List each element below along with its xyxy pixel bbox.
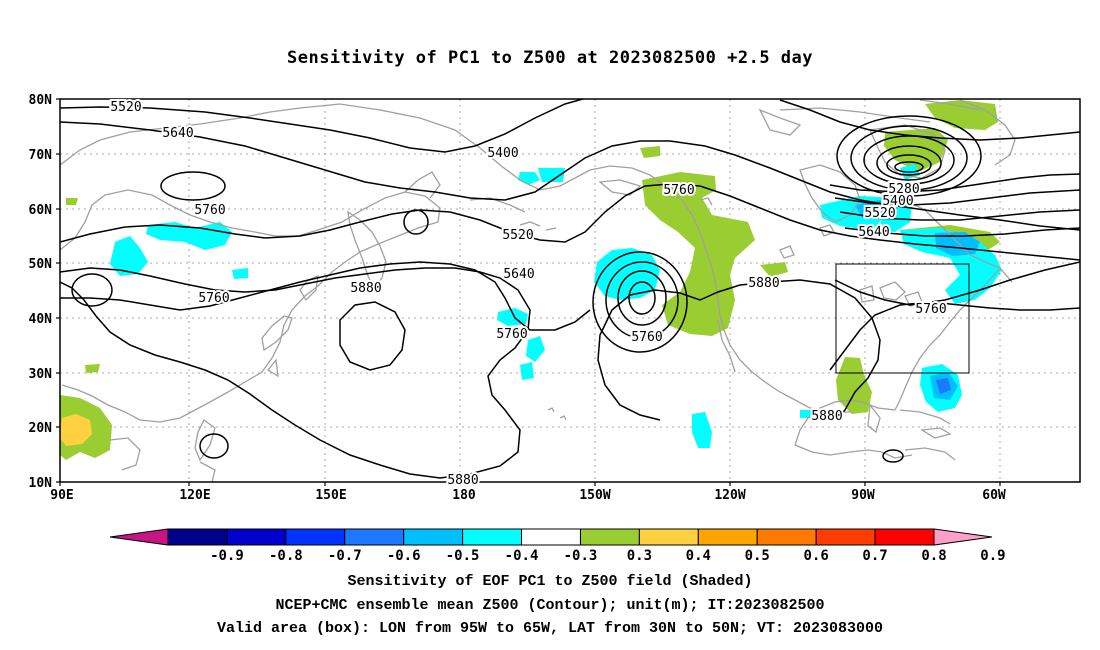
- lat-label: 20N: [29, 421, 53, 436]
- contour-label: 5640: [503, 267, 534, 282]
- lon-label: 60W: [982, 488, 1006, 503]
- graticule: [60, 99, 1080, 482]
- contour-label: 5760: [496, 327, 527, 342]
- colorbar-label: -0.5: [446, 548, 480, 564]
- axis-ticks: [56, 98, 1001, 486]
- contour-label: 5760: [663, 183, 694, 198]
- map-title: Sensitivity of PC1 to Z500 at 2023082500…: [286, 48, 813, 68]
- contour-label: 5760: [198, 291, 229, 306]
- contour-label: 5760: [915, 302, 946, 317]
- contour-label: 5880: [350, 281, 381, 296]
- caption-valid-area: Valid area (box): LON from 95W to 65W, L…: [216, 620, 884, 637]
- lat-label: 30N: [29, 367, 53, 382]
- contour-label: 5880: [748, 276, 779, 291]
- colorbar-label: 0.9: [980, 548, 1005, 564]
- lat-label: 40N: [29, 312, 53, 327]
- contour-label: 5520: [502, 228, 533, 243]
- map-frame: [59, 98, 1081, 483]
- colorbar-segment: [579, 528, 640, 546]
- colorbar-segment: [638, 528, 699, 546]
- colorbar-label: -0.3: [564, 548, 598, 564]
- coastlines: [60, 99, 1016, 482]
- caption-contour: NCEP+CMC ensemble mean Z500 (Contour); u…: [275, 597, 825, 614]
- contour-label: 5640: [162, 126, 193, 141]
- lat-label: 70N: [29, 148, 53, 163]
- colorbar-label: 0.5: [745, 548, 770, 564]
- colorbar-segment: [933, 528, 993, 546]
- lon-label: 180: [452, 488, 476, 503]
- colorbar-label: 0.8: [921, 548, 946, 564]
- colorbar-segment: [226, 528, 287, 546]
- colorbar-segment: [756, 528, 817, 546]
- colorbar-segment: [815, 528, 876, 546]
- lat-label: 80N: [29, 93, 53, 108]
- lon-label: 150W: [579, 488, 610, 503]
- colorbar-segment: [285, 528, 346, 546]
- colorbar-label: -0.4: [505, 548, 539, 564]
- contour-label: 5400: [487, 146, 518, 161]
- contour-label: 5640: [858, 225, 889, 240]
- lon-label: 90E: [50, 488, 73, 503]
- colorbar-label: -0.6: [387, 548, 421, 564]
- colorbar-label: -0.8: [269, 548, 303, 564]
- lat-axis: 80N 70N 60N 50N 40N 30N 20N 10N: [29, 93, 53, 491]
- colorbar: -0.9 -0.8 -0.7 -0.6 -0.5 -0.4 -0.3 0.3 0.4 0.5 0.6…: [109, 528, 1006, 564]
- contour-label: 5880: [811, 409, 842, 424]
- colorbar-label: -0.9: [210, 548, 244, 564]
- contour-label: 5400: [882, 194, 913, 209]
- lon-label: 120W: [714, 488, 745, 503]
- valid-area-box: [835, 263, 970, 374]
- contour-label: 5760: [194, 203, 225, 218]
- colorbar-segment: [344, 528, 405, 546]
- lat-label: 10N: [29, 476, 53, 491]
- z500-contours: [60, 99, 1080, 479]
- colorbar-segment: [167, 528, 228, 546]
- colorbar-segment: [697, 528, 758, 546]
- colorbar-label: -0.7: [328, 548, 362, 564]
- colorbar-segment: [521, 528, 581, 546]
- colorbar-label: 0.6: [804, 548, 829, 564]
- colorbar-segment: [874, 528, 935, 546]
- caption-shading: Sensitivity of EOF PC1 to Z500 field (Sh…: [347, 573, 753, 590]
- contour-label: 5520: [864, 206, 895, 221]
- lat-label: 50N: [29, 257, 53, 272]
- colorbar-label: 0.4: [686, 548, 711, 564]
- contour-label: 5880: [447, 473, 478, 488]
- contour-label: 5280: [888, 182, 919, 197]
- lon-label: 150E: [315, 488, 346, 503]
- lon-label: 90W: [851, 488, 875, 503]
- contour-label: 5760: [631, 330, 662, 345]
- colorbar-segment: [403, 528, 464, 546]
- contour-labels: 5520 5640 5760 5760 5880 5400 5520 5640 …: [108, 98, 948, 490]
- lon-axis: 90E 120E 150E 180 150W 120W 90W 60W: [50, 488, 1006, 503]
- colorbar-segment: [109, 528, 169, 546]
- colorbar-segment: [462, 528, 523, 546]
- lat-label: 60N: [29, 203, 53, 218]
- colorbar-label: 0.3: [627, 548, 652, 564]
- colorbar-label: 0.7: [862, 548, 887, 564]
- contour-label: 5520: [110, 100, 141, 115]
- lon-label: 120E: [179, 488, 210, 503]
